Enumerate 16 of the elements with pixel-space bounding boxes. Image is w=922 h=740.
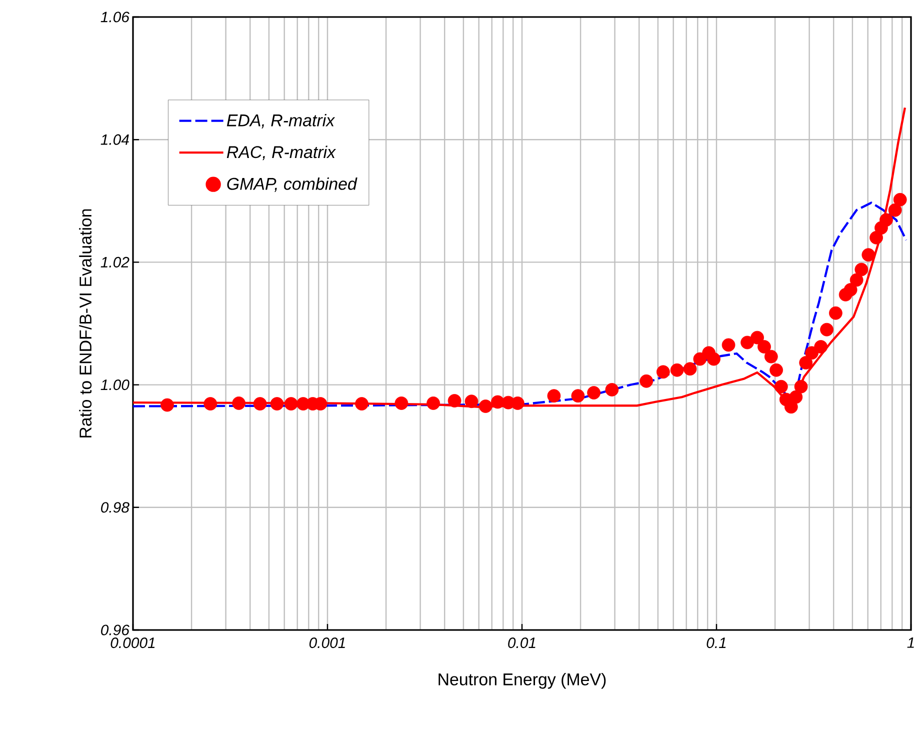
legend-label: RAC, R-matrix (226, 146, 336, 160)
y-tick-label: 1.00 (100, 380, 130, 390)
legend-label: GMAP, combined (227, 177, 358, 192)
y-tick-label: 1.04 (100, 134, 129, 145)
x-tick-label: 1 (907, 638, 914, 648)
y-tick-label: 0.96 (101, 624, 130, 636)
y-tick-label: 0.98 (101, 502, 130, 513)
y-tick-label: 1.06 (100, 12, 130, 22)
y-axis-title: Ratio to ENDF/B-VI Evaluation (79, 209, 92, 438)
x-tick-label: 0.001 (309, 638, 345, 648)
x-tick-label: 0.01 (508, 638, 536, 648)
x-axis-title: Neutron Energy (MeV) (438, 672, 606, 689)
legend-label: EDA, R-matrix (226, 114, 336, 128)
x-tick-label: 0.0001 (110, 638, 155, 648)
y-tick-label: 1.02 (100, 256, 130, 268)
x-tick-label: 0.1 (706, 638, 726, 648)
